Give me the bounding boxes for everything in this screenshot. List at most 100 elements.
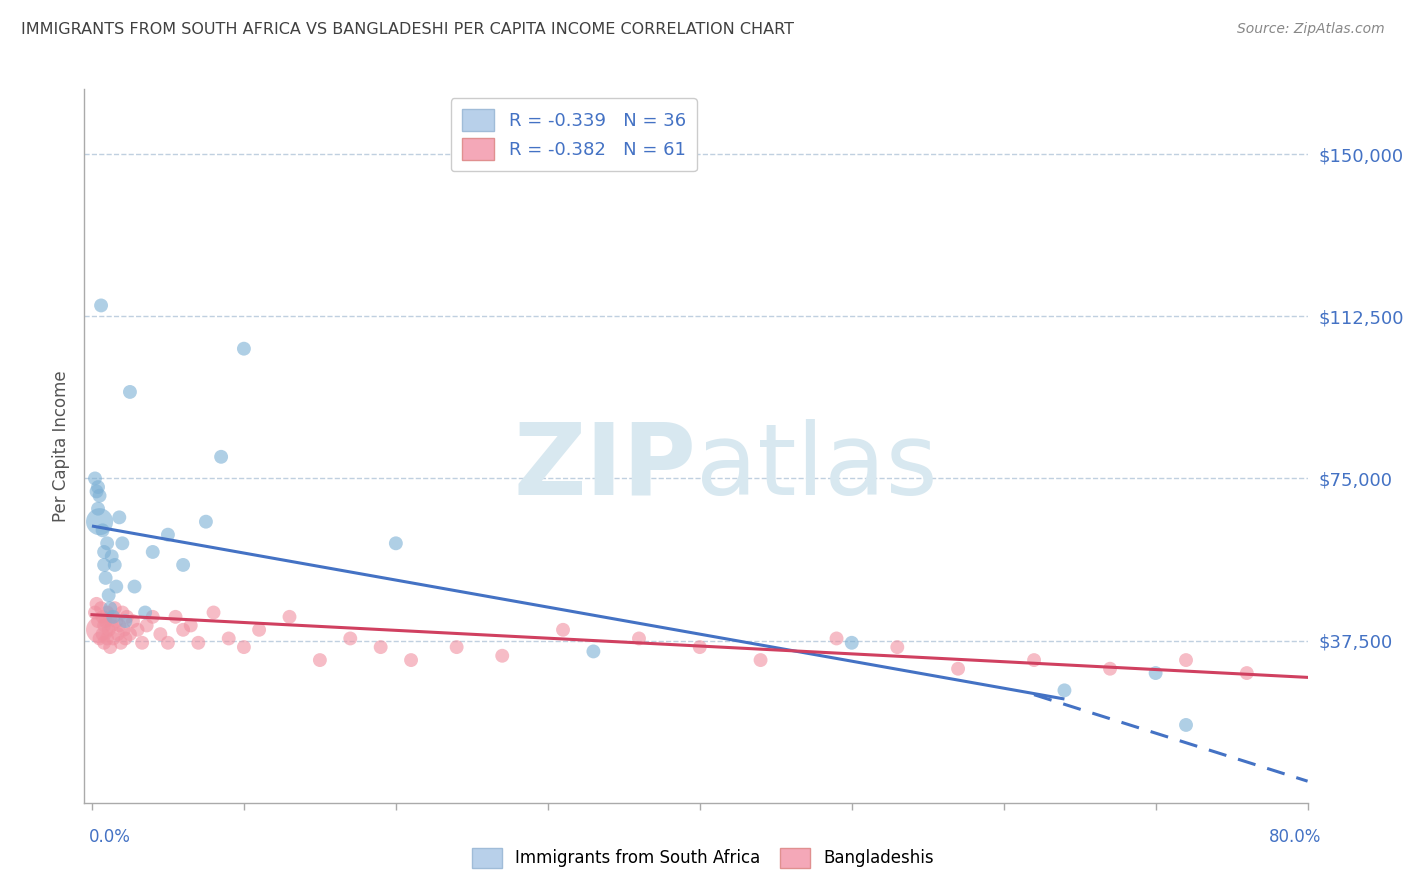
Point (886, 640, 908, 654)
Point (115, 610, 138, 624)
Point (232, 640, 254, 654)
Point (1022, 653, 1045, 667)
Point (209, 450, 232, 464)
Text: ZIP: ZIP (513, 419, 696, 516)
Point (89, 623, 111, 637)
Point (112, 623, 135, 637)
Point (98, 610, 121, 624)
Point (89, 632, 111, 646)
Point (91, 524, 114, 538)
Point (97, 623, 120, 637)
Point (127, 623, 149, 637)
Point (89, 515, 111, 529)
Point (111, 606, 134, 620)
Point (98, 640, 121, 654)
Point (93, 618, 115, 632)
Point (97, 588, 120, 602)
Point (339, 632, 361, 646)
Point (108, 510, 131, 524)
Point (91, 610, 114, 624)
Point (689, 640, 711, 654)
Point (172, 558, 194, 572)
Point (131, 636, 153, 650)
Point (118, 384, 141, 399)
Point (104, 558, 127, 572)
Point (104, 601, 127, 615)
Point (103, 610, 125, 624)
Text: 80.0%: 80.0% (1270, 828, 1322, 846)
Point (93, 636, 115, 650)
Point (105, 614, 128, 628)
Point (156, 636, 179, 650)
Point (96, 632, 118, 646)
Point (1099, 662, 1122, 676)
Point (87, 480, 110, 494)
Point (89, 489, 111, 503)
Point (98, 601, 121, 615)
Point (107, 627, 129, 641)
Point (90, 298, 112, 312)
Point (1175, 653, 1198, 667)
Y-axis label: Per Capita Income: Per Capita Income (52, 370, 70, 522)
Point (218, 632, 240, 646)
Point (84, 606, 107, 620)
Point (232, 342, 254, 356)
Point (135, 618, 157, 632)
Point (134, 606, 156, 620)
Legend: R = -0.339   N = 36, R = -0.382   N = 61: R = -0.339 N = 36, R = -0.382 N = 61 (451, 98, 696, 171)
Point (278, 610, 301, 624)
Point (1175, 718, 1198, 732)
Point (114, 614, 136, 628)
Point (187, 636, 209, 650)
Point (582, 644, 605, 658)
Legend: Immigrants from South Africa, Bangladeshis: Immigrants from South Africa, Bangladesh… (465, 841, 941, 875)
Point (96, 606, 118, 620)
Point (108, 618, 131, 632)
Text: Source: ZipAtlas.com: Source: ZipAtlas.com (1237, 22, 1385, 37)
Point (90, 601, 112, 615)
Point (105, 580, 128, 594)
Point (93, 545, 115, 559)
Point (1236, 666, 1258, 681)
Point (172, 623, 194, 637)
Text: 0.0%: 0.0% (89, 828, 131, 846)
Point (110, 636, 132, 650)
Point (122, 614, 145, 628)
Point (87, 614, 110, 628)
Point (111, 536, 134, 550)
Text: atlas: atlas (696, 419, 938, 516)
Text: IMMIGRANTS FROM SOUTH AFRICA VS BANGLADESHI PER CAPITA INCOME CORRELATION CHART: IMMIGRANTS FROM SOUTH AFRICA VS BANGLADE… (21, 22, 794, 37)
Point (749, 653, 772, 667)
Point (946, 662, 969, 676)
Point (491, 648, 513, 663)
Point (399, 653, 422, 667)
Point (194, 515, 217, 529)
Point (202, 606, 225, 620)
Point (309, 653, 332, 667)
Point (1144, 666, 1167, 681)
Point (165, 610, 187, 624)
Point (1053, 683, 1076, 698)
Point (551, 623, 574, 637)
Point (100, 618, 122, 632)
Point (247, 623, 270, 637)
Point (94, 614, 117, 628)
Point (87, 501, 110, 516)
Point (118, 627, 141, 641)
Point (385, 536, 408, 550)
Point (114, 632, 136, 646)
Point (94, 571, 117, 585)
Point (91, 627, 114, 641)
Point (841, 636, 863, 650)
Point (446, 640, 468, 654)
Point (180, 618, 202, 632)
Point (149, 627, 172, 641)
Point (627, 632, 650, 646)
Point (124, 580, 146, 594)
Point (370, 640, 392, 654)
Point (100, 549, 122, 564)
Point (825, 632, 848, 646)
Point (142, 545, 165, 559)
Point (142, 610, 165, 624)
Point (96, 536, 118, 550)
